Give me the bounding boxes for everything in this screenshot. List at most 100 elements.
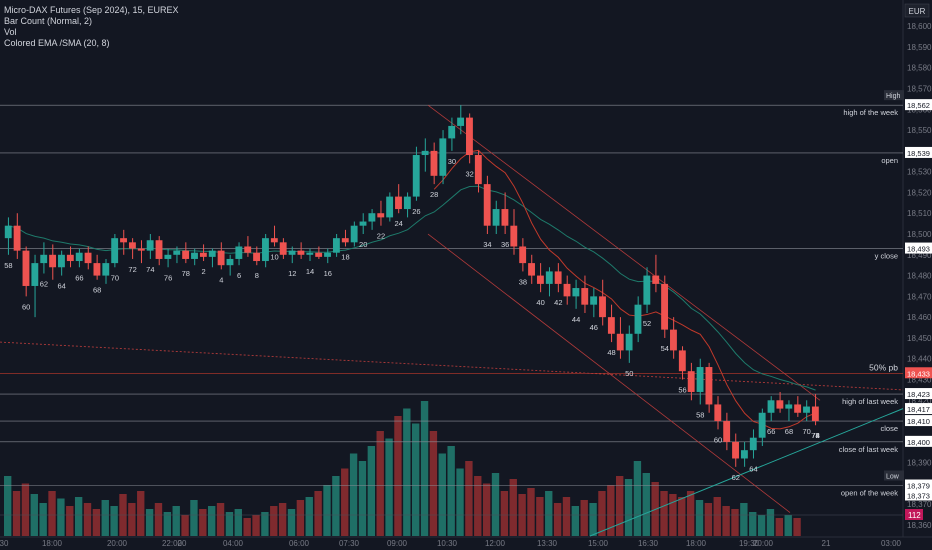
volume-bar bbox=[536, 497, 544, 536]
candle-body bbox=[403, 196, 411, 210]
volume-bar bbox=[447, 446, 455, 536]
bar-count-label: 50 bbox=[625, 369, 633, 378]
volume-bar bbox=[793, 518, 801, 536]
candle-body bbox=[643, 275, 651, 305]
bar-count-label: 14 bbox=[306, 267, 314, 276]
volume-bar bbox=[784, 515, 792, 536]
y-tick-label: 18,530 bbox=[907, 168, 932, 177]
candle-body bbox=[678, 350, 686, 372]
candle-body bbox=[244, 246, 252, 253]
candle-body bbox=[253, 252, 261, 262]
candle-body bbox=[341, 238, 349, 243]
candle-body bbox=[616, 333, 624, 351]
candle-body bbox=[545, 271, 553, 284]
volume-bar bbox=[66, 506, 74, 536]
price-tag bbox=[905, 388, 932, 400]
volume-bar bbox=[385, 438, 393, 536]
candle-body bbox=[359, 221, 367, 226]
volume-bar bbox=[358, 461, 367, 536]
indicator-bar-count[interactable]: Bar Count (Normal, 2) bbox=[4, 16, 93, 26]
candle-body bbox=[794, 404, 802, 413]
candle-body bbox=[501, 209, 509, 226]
volume-bar bbox=[332, 476, 340, 536]
volume-bar bbox=[181, 515, 189, 536]
candle-body bbox=[208, 250, 216, 257]
candle-body bbox=[49, 254, 57, 268]
volume-bar bbox=[589, 503, 597, 536]
indicator-volume[interactable]: Vol bbox=[4, 27, 17, 37]
volume-bar bbox=[766, 509, 775, 536]
bar-count-label: 2 bbox=[201, 267, 205, 276]
bar-count-label: 78 bbox=[182, 269, 190, 278]
bar-count-label: 40 bbox=[536, 298, 544, 307]
volume-bar bbox=[101, 500, 109, 536]
x-tick-label: 18:00 bbox=[686, 539, 707, 548]
volume-bar bbox=[243, 518, 251, 536]
candle-body bbox=[332, 238, 340, 253]
y-tick-label: 18,550 bbox=[907, 126, 932, 135]
candle-body bbox=[386, 196, 394, 218]
volume-bar bbox=[278, 503, 287, 536]
candle-body bbox=[75, 252, 83, 262]
volume-bar bbox=[349, 453, 358, 536]
volume-bar bbox=[686, 491, 695, 536]
candle-body bbox=[66, 254, 74, 262]
x-tick-label: 15:00 bbox=[588, 539, 609, 548]
level-label: 50% pb bbox=[869, 362, 898, 372]
price-tag-label: 18,539 bbox=[907, 149, 930, 158]
y-tick-label: 18,440 bbox=[907, 355, 932, 364]
candle-body bbox=[235, 246, 243, 259]
volume-bar bbox=[154, 503, 163, 536]
y-tick-label: 18,480 bbox=[907, 272, 932, 281]
volume-bar bbox=[394, 416, 402, 536]
candle-body bbox=[93, 263, 101, 276]
volume-bar bbox=[757, 515, 766, 536]
candle-body bbox=[519, 246, 527, 264]
volume-bar bbox=[270, 506, 278, 536]
candle-body bbox=[182, 250, 190, 259]
candle-body bbox=[430, 150, 438, 176]
bar-count-label: 28 bbox=[430, 190, 438, 199]
bar-count-label: 32 bbox=[465, 169, 473, 178]
volume-bar bbox=[190, 500, 198, 536]
x-tick-label: 22:00 bbox=[162, 539, 183, 548]
bar-count-label: 44 bbox=[572, 315, 580, 324]
currency-label: EUR bbox=[909, 7, 926, 16]
x-tick-label: 10:30 bbox=[437, 539, 458, 548]
candle-body bbox=[262, 238, 269, 262]
trend-channel-lower bbox=[427, 233, 791, 513]
indicator-ema-sma[interactable]: Colored EMA /SMA (20, 8) bbox=[4, 38, 110, 48]
bar-count-label: 42 bbox=[554, 298, 562, 307]
bar-count-label: 48 bbox=[607, 348, 615, 357]
candle-body bbox=[607, 317, 615, 334]
volume-bar bbox=[145, 509, 154, 536]
volume-bar bbox=[545, 491, 553, 536]
candle-body bbox=[377, 213, 385, 218]
candle-body bbox=[270, 238, 278, 243]
y-tick-label: 18,490 bbox=[907, 251, 932, 260]
volume-bar bbox=[261, 512, 269, 536]
price-tag-label: 18,433 bbox=[907, 369, 930, 378]
candle-body bbox=[572, 288, 580, 297]
x-tick-label: 18:00 bbox=[42, 539, 63, 548]
volume-bar bbox=[731, 509, 739, 536]
volume-bar bbox=[527, 488, 535, 536]
candle-body bbox=[652, 275, 660, 284]
currency-button[interactable] bbox=[904, 3, 930, 18]
bar-count-label: 8 bbox=[255, 271, 259, 280]
candle-body bbox=[279, 242, 287, 255]
candle-body bbox=[164, 254, 172, 259]
bar-count-label: 34 bbox=[483, 240, 491, 249]
volume-bar bbox=[287, 509, 296, 536]
bar-count-label: 60 bbox=[22, 302, 30, 311]
bar-count-label: 4 bbox=[219, 275, 223, 284]
volume-bar bbox=[296, 500, 305, 536]
y-tick-label: 18,370 bbox=[907, 500, 932, 509]
volume-bar bbox=[367, 446, 376, 536]
candle-body bbox=[457, 117, 465, 126]
candle-body bbox=[297, 250, 305, 255]
candle-body bbox=[563, 283, 571, 297]
y-tick-label: 18,430 bbox=[907, 376, 932, 385]
volume-bar bbox=[110, 506, 118, 536]
